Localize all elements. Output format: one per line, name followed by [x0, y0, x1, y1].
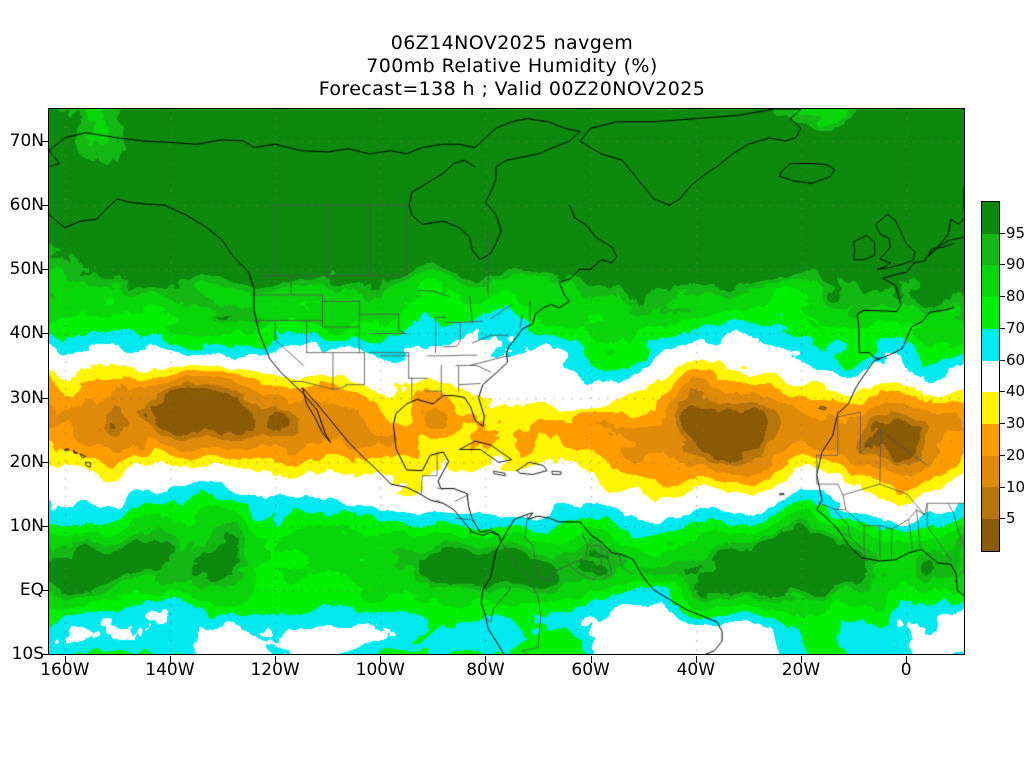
relative-humidity-field: [49, 109, 964, 654]
colorbar-band: [982, 455, 999, 488]
colorbar-tick: [999, 423, 1005, 425]
x-axis-tick: [590, 656, 592, 663]
colorbar-tick-label: 10: [1006, 477, 1024, 496]
colorbar-tick-label: 20: [1006, 445, 1024, 464]
y-axis-label: EQ: [19, 579, 44, 600]
x-axis-tick: [64, 656, 66, 663]
x-axis-label: 80W: [466, 660, 505, 680]
colorbar-tick: [999, 232, 1005, 234]
colorbar-tick: [999, 391, 1005, 393]
colorbar-band: [982, 424, 999, 456]
y-axis-label: 10S: [11, 644, 44, 664]
x-axis-label: 60W: [571, 660, 610, 680]
y-axis-tick: [41, 141, 48, 143]
x-axis-tick: [906, 656, 908, 663]
x-axis-label: 100W: [355, 660, 405, 680]
y-axis-label: 10N: [9, 515, 44, 536]
colorbar-tick: [999, 296, 1005, 298]
title-line-3: Forecast=138 h ; Valid 00Z20NOV2025: [318, 78, 706, 100]
y-axis-tick: [41, 205, 48, 207]
colorbar-tick-label: 70: [1006, 318, 1024, 337]
colorbar-band: [982, 202, 999, 234]
y-axis-tick: [41, 525, 48, 527]
colorbar-band: [982, 233, 999, 266]
y-axis-label: 70N: [9, 131, 44, 152]
y-axis-tick: [41, 333, 48, 335]
colorbar-tick-label: 60: [1006, 350, 1024, 369]
colorbar-tick-label: 40: [1006, 382, 1024, 401]
title-line-1: 06Z14NOV2025 navgem: [390, 32, 634, 54]
x-axis-tick: [485, 656, 487, 663]
y-axis-label: 60N: [9, 195, 44, 216]
colorbar-tick-label: 90: [1006, 255, 1024, 274]
colorbar-tick-label: 95: [1006, 223, 1024, 242]
colorbar-tick-label: 80: [1006, 287, 1024, 306]
x-axis-tick: [380, 656, 382, 663]
y-axis-tick: [41, 397, 48, 399]
x-axis-label: 140W: [145, 660, 195, 680]
x-axis-label: 160W: [40, 660, 90, 680]
x-axis-tick: [169, 656, 171, 663]
y-axis-label: 20N: [9, 451, 44, 472]
y-axis-tick: [41, 589, 48, 591]
colorbar-tick: [999, 359, 1005, 361]
x-axis-tick: [695, 656, 697, 663]
colorbar-band: [982, 392, 999, 425]
x-axis-tick: [275, 656, 277, 663]
colorbar-tick: [999, 327, 1005, 329]
title-line-2: 700mb Relative Humidity (%): [366, 55, 658, 77]
y-axis-label: 30N: [9, 387, 44, 408]
colorbar-tick-label: 30: [1006, 414, 1024, 433]
y-axis-tick: [41, 461, 48, 463]
x-axis-label: 20W: [781, 660, 821, 680]
colorbar-tick: [999, 454, 1005, 456]
x-axis-label: 0: [900, 660, 912, 680]
map-plot-area: [48, 108, 965, 655]
y-axis-label: 40N: [9, 323, 44, 344]
colorbar-band: [982, 519, 999, 551]
y-axis-tick: [41, 654, 48, 655]
colorbar-band: [982, 265, 999, 298]
colorbar-band: [982, 360, 999, 393]
colorbar-tick: [999, 518, 1005, 520]
colorbar-band: [982, 328, 999, 361]
colorbar-tick: [999, 264, 1005, 266]
x-axis-tick: [800, 656, 802, 663]
colorbar-band: [982, 487, 999, 520]
x-axis-label: 120W: [250, 660, 300, 680]
colorbar-band: [982, 297, 999, 329]
y-axis-label: 50N: [9, 259, 44, 280]
colorbar-tick: [999, 486, 1005, 488]
colorbar-tick-label: 5: [1006, 509, 1016, 528]
chart-title: 06Z14NOV2025 navgem 700mb Relative Humid…: [0, 32, 1024, 101]
x-axis-label: 40W: [676, 660, 716, 680]
y-axis-tick: [41, 269, 48, 271]
colorbar: [981, 201, 1000, 552]
